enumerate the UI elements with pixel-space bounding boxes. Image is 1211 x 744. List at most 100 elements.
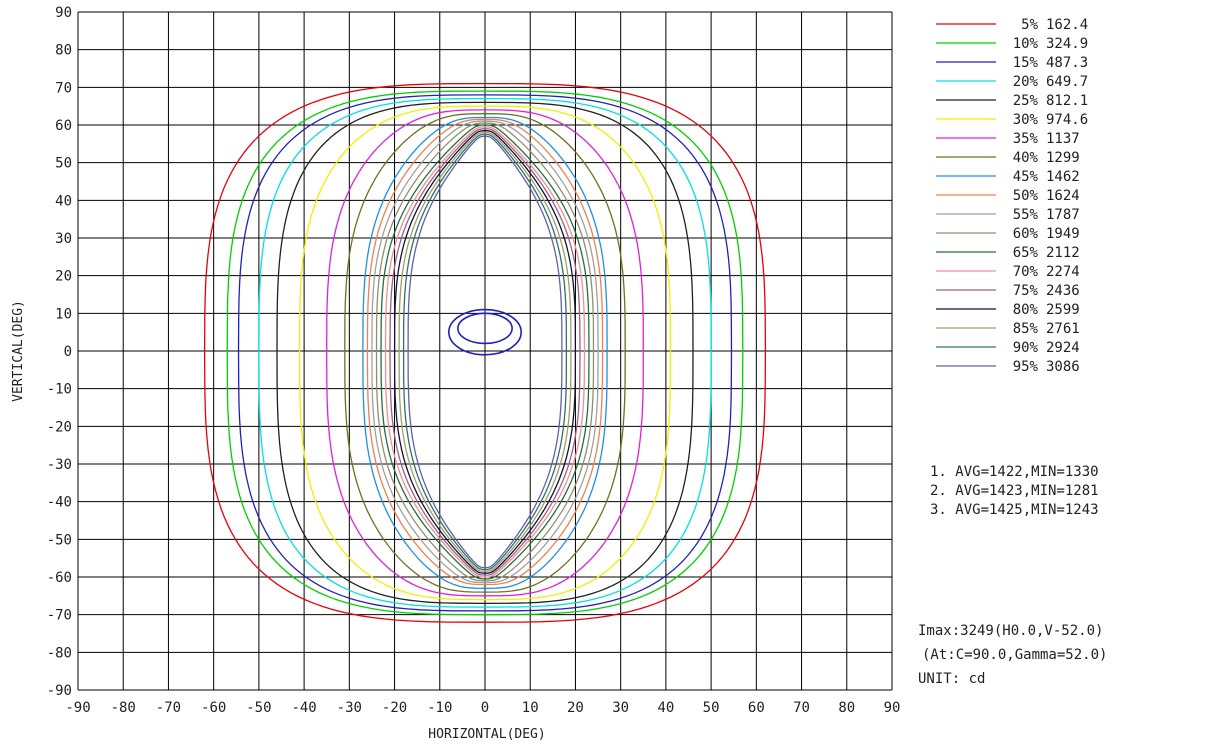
legend-percent: 40% [1013, 150, 1039, 166]
legend-value: 2436 [1046, 283, 1080, 299]
center-ring [448, 308, 522, 356]
x-tick-label: 30 [612, 700, 629, 716]
center-ring [457, 312, 513, 345]
x-tick-label: -70 [156, 700, 181, 716]
contour-line [276, 101, 694, 605]
x-tick-label: -10 [427, 700, 452, 716]
legend-percent: 30% [1013, 112, 1039, 128]
y-tick-label: -10 [47, 382, 72, 398]
legend-percent: 90% [1013, 340, 1039, 356]
contour-line [398, 131, 572, 573]
y-tick-label: -30 [47, 457, 72, 473]
legend-value: 324.9 [1046, 36, 1088, 52]
legend-percent: 10% [1013, 36, 1039, 52]
legend-percent: 70% [1013, 264, 1039, 280]
contour-line [298, 105, 672, 601]
contour-line [362, 116, 608, 589]
legend-percent: 60% [1013, 226, 1039, 242]
y-tick-label: 10 [55, 306, 72, 322]
x-tick-label: -90 [65, 700, 90, 716]
x-tick-label: 20 [567, 700, 584, 716]
unit-text: UNIT: cd [918, 671, 985, 687]
contour-line [402, 133, 568, 571]
legend-percent: 20% [1013, 74, 1039, 90]
legend-value: 2761 [1046, 321, 1080, 337]
y-tick-label: 80 [55, 43, 72, 59]
x-tick-label: 50 [703, 700, 720, 716]
legend-percent: 65% [1013, 245, 1039, 261]
y-tick-label: 0 [64, 344, 72, 360]
contour-line [203, 82, 767, 623]
legend-percent: 35% [1013, 131, 1039, 147]
legend-percent: 15% [1013, 55, 1039, 71]
contour-line [380, 124, 590, 580]
x-tick-label: -80 [111, 700, 136, 716]
y-axis-title: VERTICAL(DEG) [11, 300, 26, 402]
y-tick-label: 30 [55, 231, 72, 247]
legend-percent: 75% [1013, 283, 1039, 299]
contour-line [371, 120, 599, 584]
contour-line [258, 97, 712, 608]
contour-line [407, 135, 563, 569]
plot-grid [77, 11, 893, 691]
y-tick-label: -80 [47, 645, 72, 661]
legend-value: 1624 [1046, 188, 1080, 204]
legend-value: 1462 [1046, 169, 1080, 185]
x-tick-labels: -90 -80 -70 -60 -50 -40 -30 -20 -10 0 10 20 30 40 50 60… [65, 700, 900, 716]
legend: 5% 162.4 10% 324.9 15% 487.3 20% 649.7 25% 812.1 3… [936, 17, 1088, 375]
contour-line [237, 94, 733, 612]
legend-value: 3086 [1046, 359, 1080, 375]
contour-line [344, 113, 626, 593]
y-tick-label: -60 [47, 570, 72, 586]
legend-percent: 45% [1013, 169, 1039, 185]
x-tick-label: -50 [246, 700, 271, 716]
stat-line: 1. AVG=1422,MIN=1330 [930, 464, 1099, 480]
contour-line [384, 126, 586, 578]
x-axis-title: HORIZONTAL(DEG) [428, 727, 545, 742]
contour-line [326, 109, 644, 597]
contour-line [226, 90, 744, 616]
y-tick-labels: 90 80 70 60 50 40 30 20 10 0 -10 -20 -30 -40 -50 -60 -70… [47, 5, 72, 699]
legend-value: 162.4 [1046, 17, 1088, 33]
legend-percent: 5% [1021, 17, 1038, 33]
legend-value: 2274 [1046, 264, 1080, 280]
x-tick-label: -20 [382, 700, 407, 716]
y-tick-label: 40 [55, 193, 72, 209]
imax-at-text: (At:C=90.0,Gamma=52.0) [922, 647, 1107, 663]
contour-lines [203, 82, 767, 623]
x-tick-label: 40 [657, 700, 674, 716]
legend-percent: 85% [1013, 321, 1039, 337]
y-tick-label: -50 [47, 532, 72, 548]
imax-text: Imax:3249(H0.0,V-52.0) [918, 623, 1103, 639]
x-tick-label: -60 [201, 700, 226, 716]
legend-value: 487.3 [1046, 55, 1088, 71]
x-tick-label: -40 [291, 700, 316, 716]
legend-value: 2112 [1046, 245, 1080, 261]
y-tick-label: 70 [55, 80, 72, 96]
legend-percent: 95% [1013, 359, 1039, 375]
contour-line [366, 118, 604, 586]
y-tick-label: -40 [47, 495, 72, 511]
y-tick-label: 50 [55, 156, 72, 172]
x-tick-label: 10 [522, 700, 539, 716]
y-tick-label: 90 [55, 5, 72, 21]
legend-value: 974.6 [1046, 112, 1088, 128]
x-tick-label: 70 [793, 700, 810, 716]
contour-line [375, 122, 595, 582]
legend-value: 2599 [1046, 302, 1080, 318]
legend-value: 812.1 [1046, 93, 1088, 109]
x-tick-label: 60 [748, 700, 765, 716]
stat-line: 3. AVG=1425,MIN=1243 [930, 502, 1099, 518]
legend-percent: 80% [1013, 302, 1039, 318]
x-tick-label: 0 [481, 700, 489, 716]
legend-value: 1787 [1046, 207, 1080, 223]
legend-percent: 55% [1013, 207, 1039, 223]
legend-percent: 25% [1013, 93, 1039, 109]
x-tick-label: 90 [884, 700, 901, 716]
legend-value: 649.7 [1046, 74, 1088, 90]
y-tick-label: -70 [47, 608, 72, 624]
contour-line [393, 129, 577, 574]
stats-block: 1. AVG=1422,MIN=1330 2. AVG=1423,MIN=1281… [930, 464, 1099, 518]
legend-percent: 50% [1013, 188, 1039, 204]
